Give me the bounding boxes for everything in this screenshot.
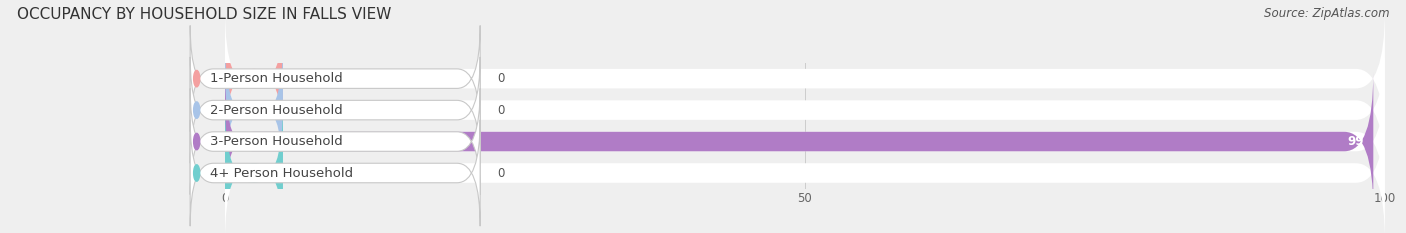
Text: Source: ZipAtlas.com: Source: ZipAtlas.com: [1264, 7, 1389, 20]
Circle shape: [194, 165, 200, 181]
FancyBboxPatch shape: [190, 120, 481, 226]
Text: 0: 0: [498, 72, 505, 85]
Circle shape: [194, 133, 200, 150]
FancyBboxPatch shape: [225, 41, 283, 179]
FancyBboxPatch shape: [190, 88, 481, 195]
Text: 3-Person Household: 3-Person Household: [209, 135, 343, 148]
FancyBboxPatch shape: [190, 57, 481, 163]
Circle shape: [194, 70, 200, 87]
FancyBboxPatch shape: [225, 104, 283, 233]
Text: 4+ Person Household: 4+ Person Household: [209, 167, 353, 179]
Circle shape: [194, 102, 200, 118]
FancyBboxPatch shape: [225, 10, 283, 147]
Text: OCCUPANCY BY HOUSEHOLD SIZE IN FALLS VIEW: OCCUPANCY BY HOUSEHOLD SIZE IN FALLS VIE…: [17, 7, 391, 22]
FancyBboxPatch shape: [190, 25, 481, 132]
Text: 1-Person Household: 1-Person Household: [209, 72, 343, 85]
Text: 0: 0: [498, 167, 505, 179]
FancyBboxPatch shape: [225, 73, 1374, 210]
Text: 0: 0: [498, 104, 505, 116]
FancyBboxPatch shape: [225, 73, 1385, 210]
Text: 2-Person Household: 2-Person Household: [209, 104, 343, 116]
FancyBboxPatch shape: [225, 41, 1385, 179]
FancyBboxPatch shape: [225, 104, 1385, 233]
Text: 99: 99: [1347, 135, 1364, 148]
FancyBboxPatch shape: [225, 10, 1385, 147]
